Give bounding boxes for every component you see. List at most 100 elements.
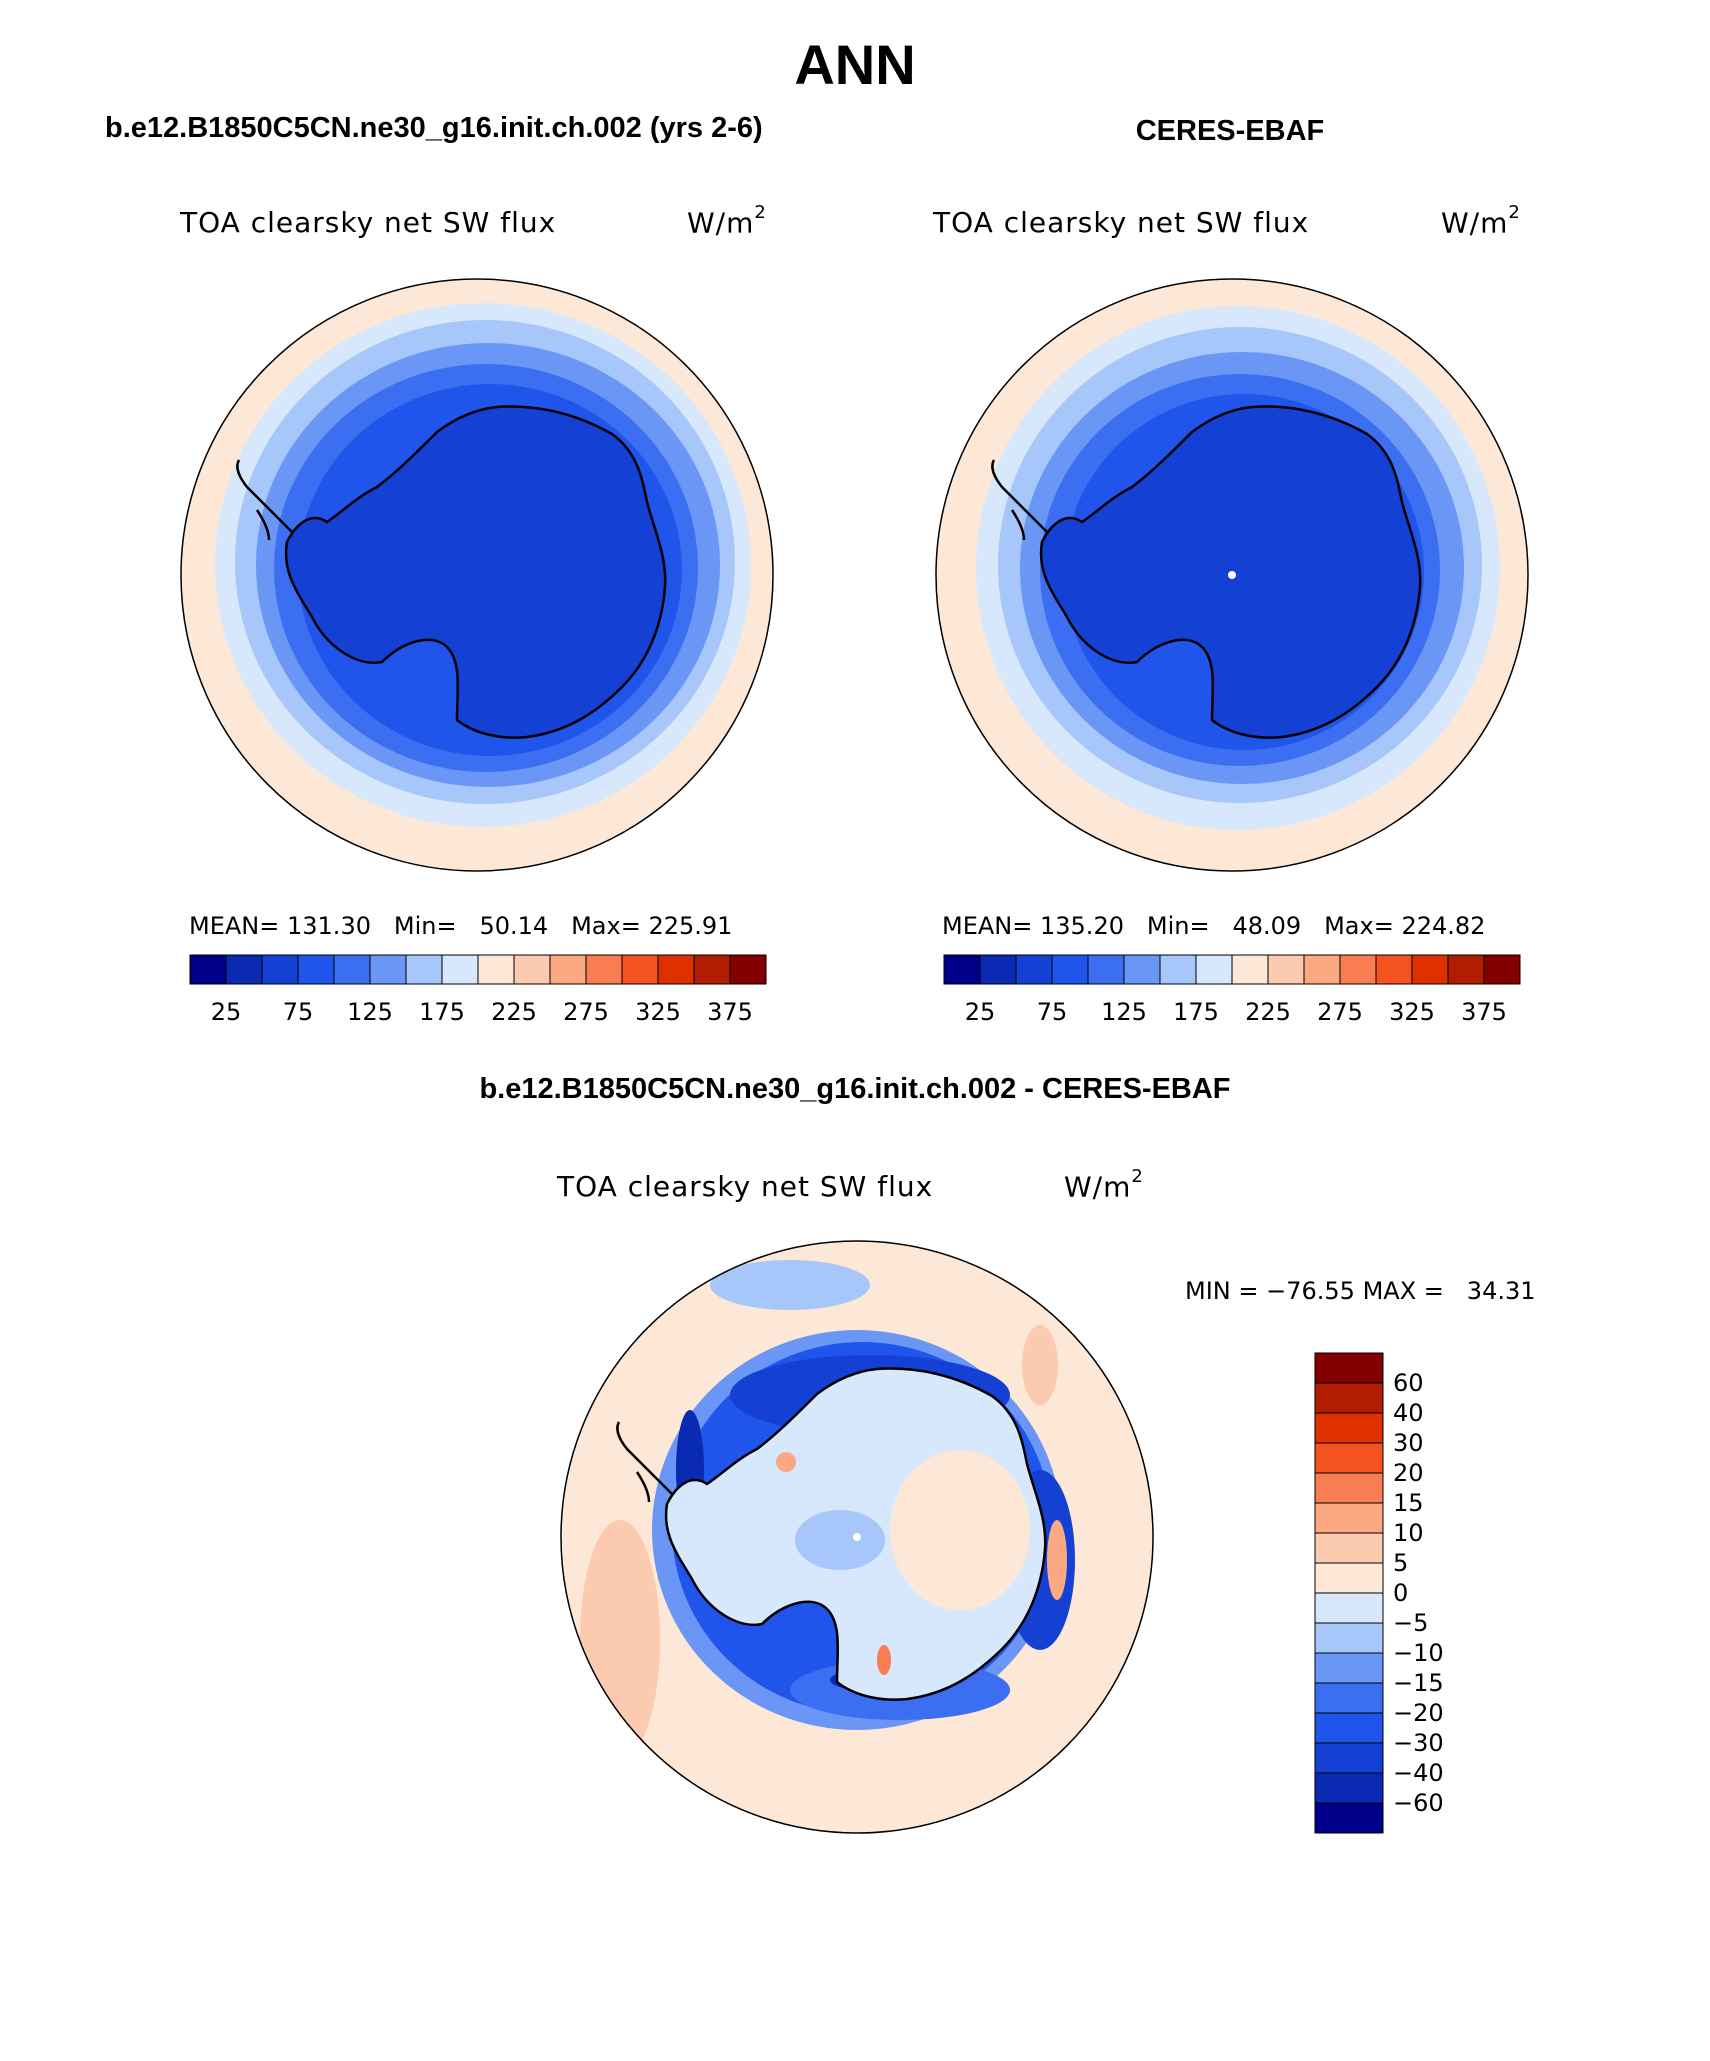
obs-colorbar-swatch	[1051, 954, 1089, 985]
model-colorbar-tick-label: 225	[491, 998, 537, 1026]
obs-colorbar-swatch	[943, 954, 981, 985]
model-map-border	[180, 278, 774, 872]
model-colorbar-swatch	[225, 954, 263, 985]
obs-colorbar-tick-label: 25	[965, 998, 996, 1026]
model-colorbar-tick-label: 175	[419, 998, 465, 1026]
model-case-heading: b.e12.B1850C5CN.ne30_g16.init.ch.002 (yr…	[105, 112, 763, 144]
model-colorbar-swatch	[369, 954, 407, 985]
obs-panel-title: TOA clearsky net SW flux	[933, 206, 1310, 239]
difference-colorbar-tick-label: −5	[1393, 1609, 1428, 1637]
obs-map	[936, 279, 1528, 871]
model-colorbar-swatch	[189, 954, 227, 985]
obs-stats: MEAN= 135.20 Min= 48.09 Max= 224.82	[942, 912, 1486, 940]
main-title: ANN	[794, 33, 916, 96]
difference-colorbar-swatch	[1314, 1352, 1384, 1384]
difference-colorbar-tick-label: 5	[1393, 1549, 1408, 1577]
difference-colorbar-swatch	[1314, 1412, 1384, 1444]
obs-colorbar-swatch	[1411, 954, 1449, 985]
difference-colorbar-swatch	[1314, 1502, 1384, 1534]
model-colorbar-swatch	[405, 954, 443, 985]
model-colorbar-swatch	[549, 954, 587, 985]
model-map	[181, 279, 773, 871]
difference-colorbar-tick-label: −10	[1393, 1639, 1444, 1667]
obs-colorbar-swatch	[1123, 954, 1161, 985]
model-colorbar: 25 75 125 175 225 275 325 375	[189, 954, 767, 1026]
obs-colorbar-tick-label: 225	[1245, 998, 1291, 1026]
difference-colorbar-swatch	[1314, 1562, 1384, 1594]
obs-colorbar: 25 75 125 175 225 275 325 375	[943, 954, 1521, 1026]
obs-colorbar-tick-label: 375	[1461, 998, 1507, 1026]
model-panel-title: TOA clearsky net SW flux	[180, 206, 557, 239]
model-colorbar-swatch	[693, 954, 731, 985]
difference-colorbar-swatch	[1314, 1592, 1384, 1624]
diff-panel-title: TOA clearsky net SW flux	[557, 1170, 934, 1203]
model-colorbar-tick-label: 75	[283, 998, 314, 1026]
obs-colorbar-swatch	[1195, 954, 1233, 985]
difference-colorbar-swatch	[1314, 1802, 1384, 1834]
model-colorbar-tick-label: 25	[211, 998, 242, 1026]
model-panel-units: W/m2	[687, 202, 767, 240]
difference-map-border	[560, 1240, 1154, 1834]
difference-colorbar-tick-label: 60	[1393, 1369, 1424, 1397]
model-colorbar-tick-label: 275	[563, 998, 609, 1026]
obs-colorbar-swatch	[1339, 954, 1377, 985]
obs-colorbar-swatch	[1483, 954, 1521, 985]
diff-panel-units: W/m2	[1064, 1166, 1144, 1204]
model-colorbar-swatch	[261, 954, 299, 985]
model-colorbar-swatch	[441, 954, 479, 985]
model-colorbar-tick-label: 325	[635, 998, 681, 1026]
model-colorbar-tick-label: 375	[707, 998, 753, 1026]
difference-colorbar-tick-label: 10	[1393, 1519, 1424, 1547]
difference-colorbar-swatch	[1314, 1442, 1384, 1474]
difference-colorbar-tick-label: −40	[1393, 1759, 1444, 1787]
obs-colorbar-swatch	[979, 954, 1017, 985]
difference-colorbar-tick-label: 20	[1393, 1459, 1424, 1487]
obs-colorbar-swatch	[1159, 954, 1197, 985]
difference-colorbar-swatch	[1314, 1712, 1384, 1744]
difference-colorbar-swatch	[1314, 1382, 1384, 1414]
model-stats: MEAN= 131.30 Min= 50.14 Max= 225.91	[189, 912, 733, 940]
difference-colorbar-tick-label: −20	[1393, 1699, 1444, 1727]
obs-colorbar-swatch	[1015, 954, 1053, 985]
obs-colorbar-tick-label: 175	[1173, 998, 1219, 1026]
difference-colorbar-swatch	[1314, 1682, 1384, 1714]
obs-colorbar-swatch	[1087, 954, 1125, 985]
obs-colorbar-swatch	[1231, 954, 1269, 985]
obs-colorbar-tick-label: 125	[1101, 998, 1147, 1026]
diff-stats: MIN = −76.55 MAX = 34.31	[1185, 1277, 1536, 1305]
model-colorbar-swatch	[333, 954, 371, 985]
difference-colorbar-tick-label: 15	[1393, 1489, 1424, 1517]
obs-colorbar-tick-label: 75	[1037, 998, 1068, 1026]
obs-colorbar-swatch	[1447, 954, 1485, 985]
difference-colorbar-swatch	[1314, 1652, 1384, 1684]
model-colorbar-swatch	[477, 954, 515, 985]
difference-map	[561, 1241, 1153, 1833]
difference-colorbar-swatch	[1314, 1622, 1384, 1654]
difference-colorbar-tick-label: 0	[1393, 1579, 1408, 1607]
obs-colorbar-swatch	[1303, 954, 1341, 985]
difference-colorbar-tick-label: 30	[1393, 1429, 1424, 1457]
obs-colorbar-tick-label: 275	[1317, 998, 1363, 1026]
difference-colorbar-swatch	[1314, 1742, 1384, 1774]
difference-colorbar-tick-label: 40	[1393, 1399, 1424, 1427]
obs-colorbar-swatch	[1267, 954, 1305, 985]
difference-colorbar-swatch	[1314, 1472, 1384, 1504]
difference-heading: b.e12.B1850C5CN.ne30_g16.init.ch.002 - C…	[479, 1073, 1231, 1105]
model-colorbar-swatch	[729, 954, 767, 985]
model-colorbar-swatch	[621, 954, 659, 985]
obs-panel-units: W/m2	[1441, 202, 1521, 240]
obs-map-border	[935, 278, 1529, 872]
model-colorbar-swatch	[585, 954, 623, 985]
model-colorbar-swatch	[513, 954, 551, 985]
obs-heading: CERES-EBAF	[1135, 115, 1325, 147]
model-colorbar-tick-label: 125	[347, 998, 393, 1026]
difference-colorbar-tick-label: −15	[1393, 1669, 1444, 1697]
model-colorbar-swatch	[657, 954, 695, 985]
difference-colorbar-tick-label: −30	[1393, 1729, 1444, 1757]
difference-colorbar-swatch	[1314, 1532, 1384, 1564]
model-colorbar-swatch	[297, 954, 335, 985]
obs-colorbar-tick-label: 325	[1389, 998, 1435, 1026]
obs-colorbar-swatch	[1375, 954, 1413, 985]
